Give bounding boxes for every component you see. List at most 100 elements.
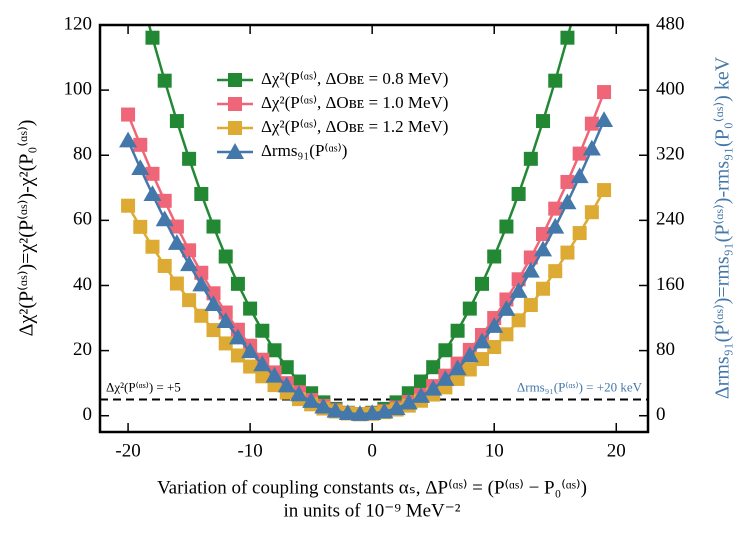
square-marker — [536, 281, 551, 296]
legend-marker — [226, 143, 244, 159]
legend-marker — [228, 73, 242, 87]
square-marker — [145, 166, 160, 181]
triangle-marker — [460, 346, 479, 363]
square-marker — [523, 250, 538, 265]
triangle-marker — [241, 342, 260, 359]
square-marker — [511, 313, 526, 328]
square-marker — [169, 114, 184, 129]
triangle-marker — [387, 399, 406, 416]
square-marker — [450, 323, 465, 338]
legend-label: Δχ²(P⁽ᵅˢ⁾, ΔOʙᴇ = 0.8 MeV) — [261, 69, 448, 88]
triangle-marker — [497, 300, 516, 316]
square-marker — [157, 258, 172, 273]
triangle-marker — [363, 404, 382, 421]
square-marker — [487, 340, 502, 355]
square-marker — [499, 327, 514, 342]
square-marker — [121, 198, 136, 213]
square-marker — [133, 219, 148, 234]
y2-tick-label: 480 — [656, 13, 685, 34]
triangle-marker — [155, 210, 174, 227]
triangle-marker — [204, 295, 223, 311]
square-marker — [145, 239, 160, 254]
triangle-marker — [338, 404, 357, 421]
square-marker — [255, 323, 270, 338]
triangle-marker — [582, 139, 601, 156]
triangle-marker — [350, 405, 369, 421]
square-marker — [548, 73, 563, 88]
legend-label: Δχ²(P⁽ᵅˢ⁾, ΔOʙᴇ = 1.2 MeV) — [261, 117, 448, 136]
square-marker — [462, 362, 477, 377]
triangle-marker — [302, 392, 321, 408]
square-marker — [169, 219, 184, 234]
triangle-marker — [131, 159, 150, 176]
square-marker — [487, 249, 502, 264]
square-marker — [499, 219, 514, 234]
square-marker — [218, 249, 233, 264]
triangle-marker — [595, 111, 614, 127]
y2-tick-label: 80 — [656, 339, 675, 360]
square-marker — [194, 265, 209, 280]
square-marker — [475, 352, 490, 367]
square-marker — [572, 146, 587, 161]
y-axis-label: Δχ²(P⁽ᵅˢ⁾)=χ²(P⁽ᵅˢ⁾)-χ²(P₀⁽ᵅˢ⁾) — [16, 120, 38, 337]
x-tick-label: 20 — [607, 440, 626, 461]
plot-area — [119, 25, 614, 422]
square-marker — [182, 243, 197, 258]
square-marker — [597, 85, 612, 100]
square-marker — [426, 360, 441, 375]
x-axis-label: Variation of coupling constants αₛ, ΔP⁽ᵅ… — [157, 477, 587, 498]
square-marker — [279, 360, 294, 375]
square-marker — [560, 30, 575, 45]
square-marker — [145, 30, 160, 45]
y2-tick-label: 320 — [656, 144, 685, 165]
triangle-marker — [180, 255, 199, 272]
y2-tick-label: 0 — [656, 404, 666, 425]
square-marker — [413, 374, 428, 389]
triangle-marker — [546, 217, 565, 234]
y-tick-label: 60 — [73, 209, 92, 230]
triangle-marker — [143, 185, 162, 202]
triangle-marker — [521, 261, 540, 278]
triangle-marker — [277, 376, 296, 393]
square-marker — [597, 183, 612, 198]
square-marker — [243, 301, 258, 316]
square-marker — [218, 336, 233, 351]
y2-axis-label: Δrms₉₁(P⁽ᵅˢ⁾)=rms₉₁(P⁽ᵅˢ⁾)-rms₉₁(P₀⁽ᵅˢ⁾)… — [712, 56, 734, 399]
triangle-marker — [485, 317, 504, 333]
square-marker — [169, 276, 184, 291]
square-marker — [157, 73, 172, 88]
square-marker — [157, 193, 172, 208]
y-tick-label: 20 — [73, 339, 92, 360]
y2-tick-label: 160 — [656, 274, 685, 295]
square-marker — [267, 343, 282, 358]
annotation: Δrms₉₁(P⁽ᵅˢ⁾) = +20 keV — [517, 379, 643, 394]
square-marker — [121, 107, 136, 122]
square-marker — [450, 371, 465, 386]
legend-label: Δrms₉₁(P⁽ᵅˢ⁾) — [261, 141, 347, 160]
triangle-marker — [167, 234, 186, 250]
y2-tick-label: 240 — [656, 209, 685, 230]
x-tick-label: -10 — [237, 440, 262, 461]
triangle-marker — [216, 312, 235, 329]
triangle-marker — [570, 167, 589, 184]
square-marker — [291, 374, 306, 389]
square-marker — [511, 186, 526, 201]
square-marker — [584, 205, 599, 220]
legend-marker — [228, 97, 242, 111]
triangle-marker — [558, 193, 577, 210]
square-marker — [230, 276, 245, 291]
triangle-marker — [253, 355, 272, 372]
triangle-marker — [265, 366, 284, 383]
triangle-marker — [411, 387, 430, 403]
square-marker — [206, 219, 221, 234]
annotation: Δχ²(P⁽ᵅˢ⁾) = +5 — [106, 379, 181, 394]
y-tick-label: 80 — [73, 144, 92, 165]
square-marker — [511, 272, 526, 287]
legend-label: Δχ²(P⁽ᵅˢ⁾, ΔOʙᴇ = 1.0 MeV) — [261, 93, 448, 112]
square-marker — [255, 369, 270, 384]
y2-tick-label: 400 — [656, 78, 685, 99]
square-marker — [133, 137, 148, 152]
x-tick-label: 0 — [367, 440, 377, 461]
triangle-marker — [314, 397, 333, 414]
